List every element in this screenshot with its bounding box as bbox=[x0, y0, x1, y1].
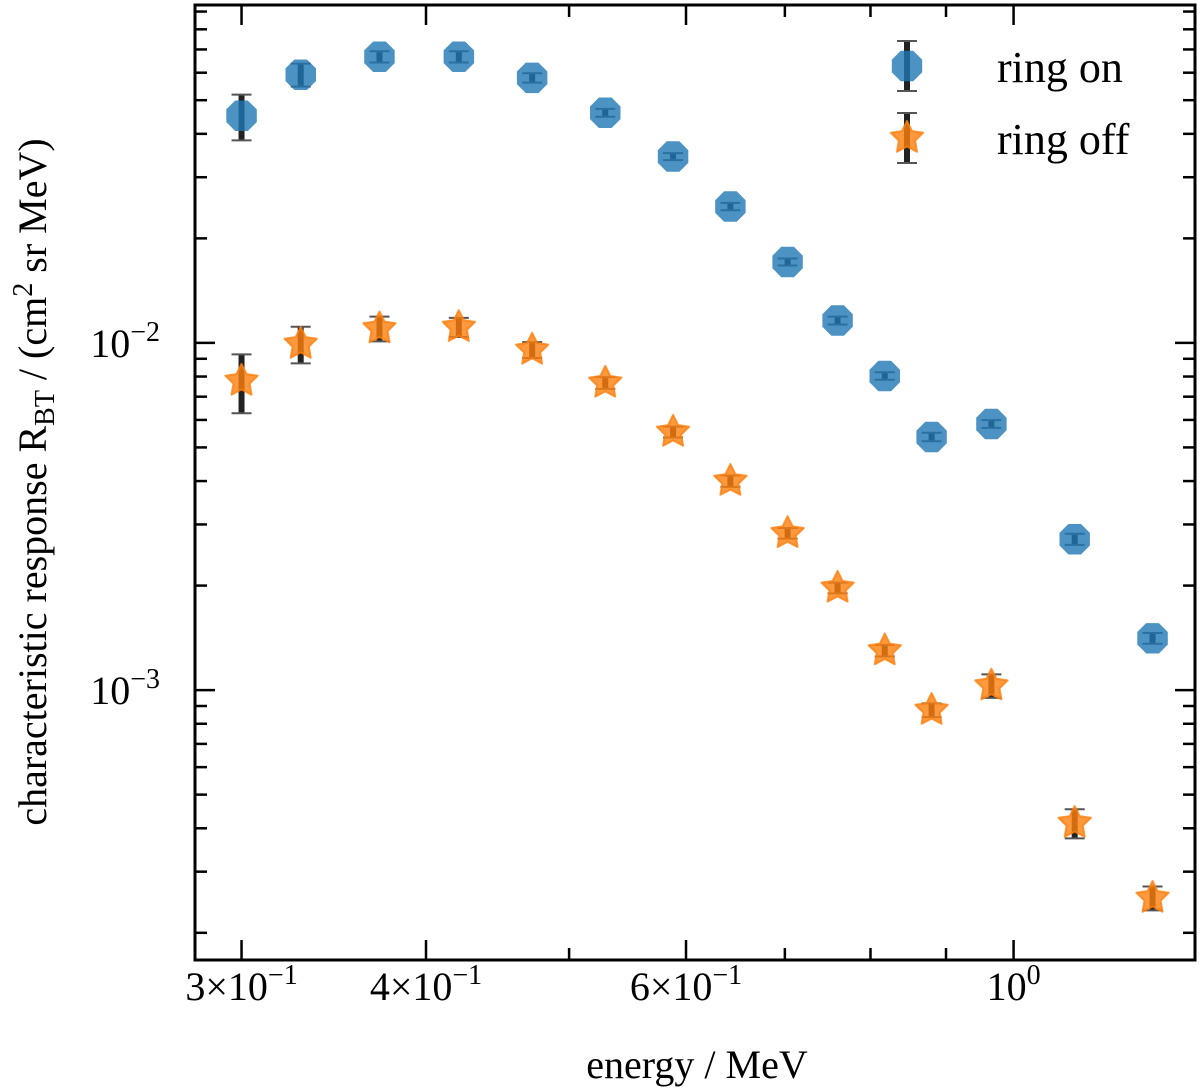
data-point-marker bbox=[974, 667, 1009, 701]
data-point-marker bbox=[657, 141, 689, 172]
y-label-superscript: 2 bbox=[8, 283, 39, 297]
x-tick-exponent: −1 bbox=[268, 960, 298, 991]
y-tick-base: 10 bbox=[90, 321, 130, 366]
data-point-marker bbox=[224, 362, 259, 396]
data-point-marker bbox=[976, 408, 1007, 440]
data-point-marker bbox=[916, 421, 947, 453]
series-ring-on bbox=[226, 41, 1168, 654]
data-point-marker bbox=[772, 246, 803, 278]
data-point-marker bbox=[590, 97, 621, 128]
series-ring-off bbox=[224, 309, 1170, 913]
x-tick-mantissa: 10 bbox=[987, 964, 1027, 1009]
legend-entry: ring off bbox=[889, 112, 1130, 164]
data-point-marker bbox=[820, 569, 855, 603]
legend-label: ring on bbox=[997, 43, 1123, 92]
y-tick-label: 10−3 bbox=[90, 664, 160, 713]
y-tick-label: 10−2 bbox=[90, 317, 160, 366]
data-point-marker bbox=[914, 692, 949, 725]
plot-area bbox=[224, 41, 1170, 913]
data-point-marker bbox=[770, 515, 805, 548]
data-point-marker bbox=[441, 309, 476, 342]
x-tick-exponent: −1 bbox=[452, 960, 482, 991]
data-point-marker bbox=[588, 364, 623, 398]
data-point-marker bbox=[715, 191, 746, 222]
y-label-text: / (cm bbox=[10, 297, 55, 390]
data-point-marker bbox=[655, 413, 691, 447]
legend-label: ring off bbox=[997, 115, 1130, 164]
data-point-marker bbox=[1135, 880, 1170, 913]
y-label-subscript: BT bbox=[30, 390, 61, 426]
data-point-marker bbox=[515, 331, 550, 365]
data-point-marker bbox=[226, 100, 257, 131]
data-point-marker bbox=[283, 325, 318, 359]
x-tick-mantissa: 3×10 bbox=[185, 964, 268, 1009]
x-tick-mantissa: 6×10 bbox=[630, 964, 713, 1009]
x-axis-label: energy / MeV bbox=[586, 1042, 808, 1087]
x-tick-exponent: 0 bbox=[1027, 960, 1041, 991]
y-tick-exponent: −3 bbox=[130, 664, 160, 695]
legend: ring on ring off bbox=[889, 40, 1130, 164]
legend-entry: ring on bbox=[891, 40, 1123, 92]
y-label-text: sr MeV) bbox=[10, 138, 55, 282]
y-axis-label: characteristic response RBT / (cm2 sr Me… bbox=[8, 138, 61, 825]
data-point-marker bbox=[1137, 623, 1168, 654]
legend-marker bbox=[891, 50, 923, 82]
data-point-marker bbox=[1059, 524, 1090, 555]
data-point-marker bbox=[285, 59, 316, 90]
x-tick-label: 3×10−1 bbox=[185, 960, 297, 1009]
x-tick-label: 4×10−1 bbox=[370, 960, 482, 1009]
data-point-marker bbox=[516, 62, 548, 94]
y-label-text: characteristic response R bbox=[10, 426, 55, 826]
data-point-marker bbox=[362, 310, 397, 344]
x-tick-label: 6×10−1 bbox=[630, 960, 742, 1009]
data-point-marker bbox=[869, 360, 900, 392]
axes-frame bbox=[193, 3, 1197, 962]
data-point-marker bbox=[822, 305, 853, 336]
data-point-marker bbox=[867, 632, 902, 666]
x-tick-mantissa: 4×10 bbox=[370, 964, 453, 1009]
y-tick-base: 10 bbox=[90, 668, 130, 713]
data-point-marker bbox=[713, 463, 748, 496]
x-tick-label: 100 bbox=[987, 960, 1041, 1009]
x-tick-exponent: −1 bbox=[712, 960, 742, 991]
data-point-marker bbox=[443, 41, 475, 72]
data-point-marker bbox=[1057, 805, 1092, 838]
legend-marker bbox=[889, 120, 925, 153]
data-point-marker bbox=[364, 41, 395, 72]
y-tick-exponent: −2 bbox=[130, 317, 160, 348]
